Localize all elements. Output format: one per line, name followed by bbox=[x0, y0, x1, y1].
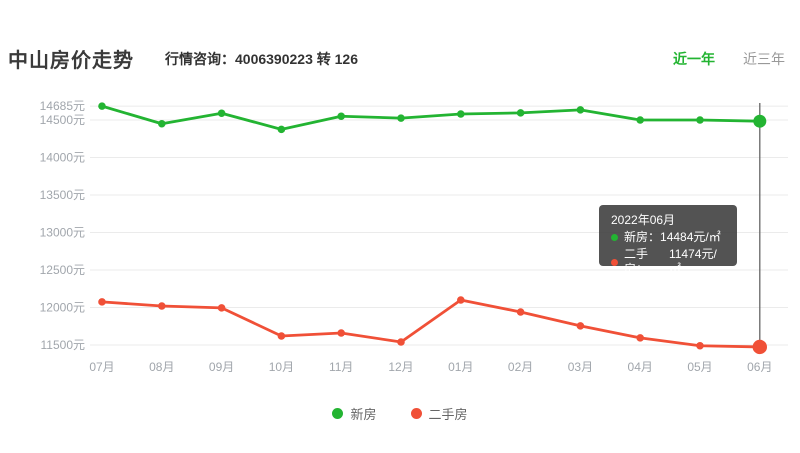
data-point-series1-4[interactable] bbox=[337, 329, 346, 337]
tooltip-row-second-hand: 二手房： 11474元/㎡ bbox=[611, 247, 725, 277]
legend-item-second-hand[interactable]: 二手房 bbox=[410, 404, 468, 423]
chart-legend: 新房 二手房 bbox=[0, 404, 800, 423]
tooltip-title: 2022年06月 bbox=[611, 213, 676, 227]
data-point-series1-2[interactable] bbox=[217, 304, 226, 312]
data-point-series0-7[interactable] bbox=[516, 109, 525, 117]
tooltip-row-new-house: 新房： 14484元/㎡ bbox=[611, 230, 725, 245]
series-line-1 bbox=[100, 298, 762, 349]
tooltip-second-hand-label: 二手房： bbox=[624, 247, 649, 276]
data-point-series0-6[interactable] bbox=[457, 110, 465, 118]
data-point-series0-5[interactable] bbox=[397, 114, 405, 122]
second-hand-dot-icon bbox=[611, 258, 618, 266]
data-point-series0-10[interactable] bbox=[696, 116, 704, 124]
x-axis-tick-label-4: 11月 bbox=[329, 360, 353, 374]
tab-recent-three-years[interactable]: 近三年 bbox=[743, 51, 785, 67]
series-line-0 bbox=[100, 104, 762, 131]
y-axis-tick-label-7: 11500元 bbox=[41, 338, 85, 352]
legend-new-house-label: 新房 bbox=[350, 407, 377, 422]
y-axis-tick-label-4: 13000元 bbox=[40, 226, 85, 240]
x-axis-tick-label-7: 02月 bbox=[508, 360, 533, 374]
data-point-series1-10[interactable] bbox=[696, 341, 704, 350]
data-point-series0-0[interactable] bbox=[98, 102, 106, 110]
data-point-series0-8[interactable] bbox=[576, 106, 585, 114]
x-axis-tick-label-8: 03月 bbox=[568, 360, 593, 374]
range-tabs: 近一年 近三年 bbox=[673, 49, 785, 69]
x-axis-tick-label-0: 07月 bbox=[89, 360, 114, 374]
y-axis-tick-label-0: 14685元 bbox=[40, 99, 85, 113]
x-axis-tick-label-9: 04月 bbox=[628, 360, 653, 374]
legend-second-hand-label: 二手房 bbox=[428, 407, 468, 422]
data-point-series1-1[interactable] bbox=[158, 302, 166, 310]
x-axis-tick-label-2: 09月 bbox=[209, 360, 234, 374]
data-point-series0-3[interactable] bbox=[277, 125, 286, 134]
y-axis-tick-label-2: 14000元 bbox=[40, 151, 85, 165]
x-axis-tick-label-3: 10月 bbox=[269, 360, 294, 374]
data-point-series1-8[interactable] bbox=[576, 322, 585, 330]
chart-tooltip: 2022年06月 新房： 14484元/㎡ 二手房： 11474元/㎡ bbox=[599, 205, 737, 276]
data-point-series0-2[interactable] bbox=[217, 109, 226, 118]
data-point-series1-7[interactable] bbox=[516, 308, 525, 316]
data-point-series0-4[interactable] bbox=[337, 112, 346, 121]
x-axis-tick-label-6: 01月 bbox=[448, 360, 473, 374]
data-point-series0-1[interactable] bbox=[158, 119, 166, 128]
tooltip-new-house-label: 新房： bbox=[624, 230, 661, 244]
data-point-series1-6[interactable] bbox=[457, 296, 465, 304]
tab-recent-year[interactable]: 近一年 bbox=[673, 51, 715, 67]
data-point-series1-9[interactable] bbox=[636, 334, 644, 342]
y-axis-tick-label-3: 13500元 bbox=[40, 188, 85, 202]
legend-item-new-house[interactable]: 新房 bbox=[332, 404, 377, 423]
tooltip-new-house-value: 14484元/㎡ bbox=[660, 230, 721, 244]
data-point-series0-9[interactable] bbox=[636, 116, 644, 124]
y-axis-tick-label-5: 12500元 bbox=[40, 263, 85, 277]
x-axis-tick-label-5: 12月 bbox=[388, 360, 413, 374]
data-point-series1-3[interactable] bbox=[277, 332, 286, 340]
y-axis-tick-label-1: 14500元 bbox=[40, 113, 85, 127]
data-point-series1-11[interactable] bbox=[752, 339, 767, 355]
page-title: 中山房价走势 bbox=[8, 50, 134, 72]
data-point-series1-0[interactable] bbox=[98, 298, 106, 306]
data-point-series0-11[interactable] bbox=[753, 114, 767, 128]
second-hand-legend-dot-icon bbox=[410, 408, 422, 419]
x-axis-tick-label-10: 05月 bbox=[687, 360, 712, 374]
data-point-series1-5[interactable] bbox=[397, 338, 405, 346]
tooltip-second-hand-value: 11474元/㎡ bbox=[668, 247, 717, 276]
consult-info: 行情咨询：4006390223 转 126 bbox=[165, 51, 358, 67]
y-axis-tick-label-6: 12000元 bbox=[40, 301, 85, 315]
new-house-dot-icon bbox=[611, 234, 618, 241]
new-house-legend-dot-icon bbox=[332, 408, 344, 419]
x-axis-tick-label-1: 08月 bbox=[149, 360, 174, 374]
x-axis-tick-label-11: 06月 bbox=[747, 360, 772, 374]
